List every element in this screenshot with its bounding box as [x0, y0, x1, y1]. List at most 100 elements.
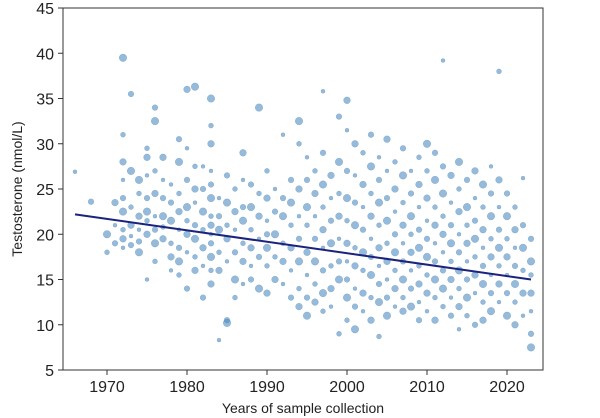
- data-point: [398, 171, 408, 180]
- data-point: [527, 235, 535, 242]
- data-point: [270, 230, 280, 239]
- data-point: [151, 226, 159, 233]
- data-point: [352, 245, 358, 251]
- data-point: [478, 279, 488, 289]
- data-point: [216, 195, 222, 201]
- data-point: [152, 213, 158, 219]
- data-point: [168, 182, 174, 187]
- data-point: [503, 253, 511, 261]
- data-point: [127, 241, 135, 249]
- data-point: [295, 185, 303, 193]
- data-point: [351, 262, 359, 270]
- data-point: [431, 149, 439, 156]
- data-point: [478, 180, 488, 189]
- data-point: [463, 276, 471, 283]
- data-point: [206, 252, 216, 261]
- data-point: [488, 164, 494, 169]
- data-point: [502, 212, 512, 221]
- data-point: [239, 149, 247, 157]
- data-point: [416, 154, 422, 161]
- data-point: [343, 276, 351, 283]
- data-point: [391, 284, 399, 293]
- data-point: [360, 204, 366, 210]
- data-point: [287, 294, 295, 301]
- data-point: [192, 254, 198, 260]
- data-point: [456, 327, 462, 332]
- data-point: [207, 181, 215, 188]
- data-point: [207, 140, 215, 148]
- data-point: [184, 146, 190, 151]
- data-point: [166, 216, 176, 225]
- data-point: [360, 150, 366, 156]
- data-point: [520, 313, 526, 318]
- data-point: [296, 285, 302, 292]
- data-point: [327, 284, 335, 293]
- data-point: [310, 257, 320, 266]
- data-point: [183, 285, 191, 292]
- data-point: [438, 189, 448, 198]
- data-point: [119, 158, 127, 166]
- data-point: [344, 127, 350, 133]
- data-point: [375, 176, 383, 184]
- data-point: [214, 225, 224, 234]
- data-point: [487, 253, 495, 261]
- data-point: [439, 230, 447, 238]
- data-point: [136, 190, 142, 197]
- data-point: [350, 325, 360, 334]
- data-point: [318, 289, 328, 298]
- data-point: [495, 176, 503, 184]
- data-point: [447, 222, 455, 229]
- data-point: [200, 263, 206, 269]
- data-point: [447, 312, 455, 319]
- trend-line: [74, 213, 532, 281]
- data-point: [423, 289, 431, 297]
- data-point: [272, 186, 278, 192]
- data-point: [255, 253, 263, 261]
- data-point: [328, 195, 334, 201]
- data-point: [207, 240, 215, 247]
- data-point: [495, 226, 503, 233]
- data-point: [263, 194, 271, 202]
- data-point: [439, 267, 447, 274]
- data-point: [192, 163, 198, 170]
- data-point: [198, 207, 208, 216]
- data-point: [263, 289, 271, 297]
- data-point: [302, 311, 312, 320]
- data-point: [391, 231, 399, 238]
- data-point: [159, 153, 167, 161]
- data-point: [463, 176, 471, 184]
- data-point: [382, 216, 392, 225]
- data-point: [199, 185, 207, 193]
- data-point: [294, 117, 304, 126]
- data-point: [502, 311, 512, 320]
- data-point: [399, 221, 407, 229]
- data-point: [512, 299, 518, 305]
- data-point: [343, 167, 351, 175]
- data-point: [448, 258, 454, 265]
- data-point: [280, 132, 286, 137]
- data-point: [520, 175, 526, 181]
- data-point: [143, 194, 151, 202]
- data-point: [294, 257, 304, 266]
- data-point: [208, 213, 214, 219]
- data-point: [216, 249, 222, 256]
- data-point: [399, 145, 407, 152]
- y-axis-title: Testosterone (nmol/L): [9, 121, 25, 256]
- data-point: [511, 262, 519, 270]
- data-point: [382, 311, 392, 320]
- data-point: [311, 235, 319, 242]
- data-point: [247, 276, 255, 283]
- x-tick-label: 2020: [489, 379, 525, 396]
- data-point: [326, 239, 336, 248]
- data-point: [431, 221, 439, 229]
- data-point: [472, 290, 478, 296]
- data-point: [423, 194, 431, 202]
- data-point: [248, 263, 254, 269]
- data-point: [271, 208, 279, 215]
- data-point: [280, 281, 286, 287]
- data-point: [455, 302, 463, 311]
- data-point: [288, 222, 294, 228]
- data-point: [118, 207, 128, 216]
- data-point: [518, 243, 528, 252]
- data-point: [191, 222, 199, 229]
